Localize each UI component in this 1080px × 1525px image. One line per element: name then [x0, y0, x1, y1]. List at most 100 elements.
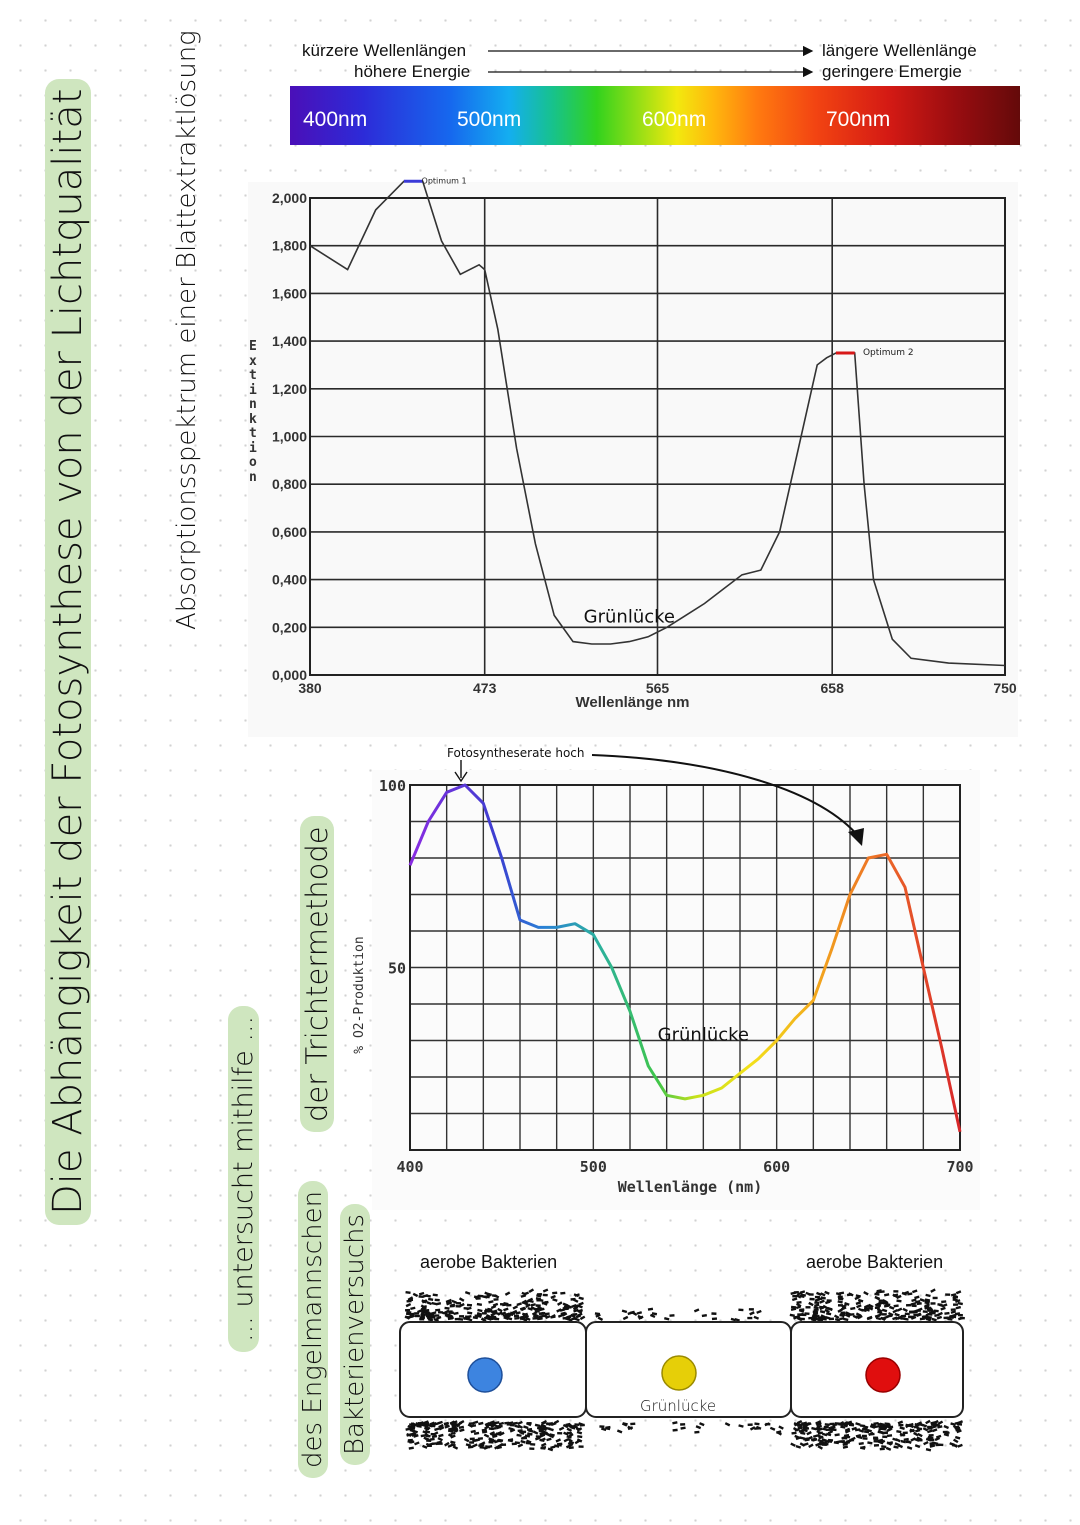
- bacterium: [813, 1306, 819, 1310]
- bacterium: [925, 1448, 932, 1452]
- bacterium: [503, 1307, 509, 1312]
- bacterium: [431, 1301, 437, 1306]
- bacterium: [814, 1295, 820, 1299]
- bacterium: [881, 1445, 887, 1449]
- chart2-x-axis-label: Wellenlänge (nm): [618, 1178, 763, 1196]
- energy-right-line1: längere Wellenlänge: [822, 41, 977, 60]
- bacterium: [885, 1446, 892, 1451]
- bacterium: [420, 1422, 426, 1427]
- bacterium: [412, 1292, 419, 1298]
- bacterium: [507, 1438, 514, 1442]
- bacterium: [900, 1433, 906, 1437]
- bacterium: [410, 1306, 416, 1311]
- bacterium: [824, 1290, 830, 1295]
- bacterium: [888, 1305, 895, 1310]
- bacterium: [540, 1437, 546, 1442]
- bacterium: [874, 1424, 880, 1429]
- bacterium: [414, 1441, 420, 1446]
- bacterium: [538, 1424, 544, 1429]
- bacterium: [430, 1311, 437, 1315]
- bacterium: [444, 1441, 450, 1447]
- bacterium: [574, 1293, 580, 1297]
- bacterium: [497, 1425, 503, 1428]
- bacterium: [894, 1312, 900, 1317]
- bacterium: [496, 1439, 503, 1443]
- bacterium: [769, 1426, 776, 1431]
- bacterium: [934, 1422, 941, 1428]
- chart1-plot-frame: [309, 197, 1006, 676]
- bacterium: [832, 1423, 838, 1427]
- bacterium: [566, 1427, 573, 1432]
- bacterium: [503, 1316, 509, 1321]
- bacterium: [954, 1425, 960, 1430]
- bacterium: [834, 1318, 841, 1322]
- bacterium: [803, 1442, 809, 1447]
- bacterium: [928, 1309, 934, 1312]
- bacterium: [664, 1317, 670, 1321]
- bacterium: [412, 1429, 419, 1434]
- bacterium: [905, 1423, 911, 1428]
- bacterium: [517, 1429, 523, 1433]
- bacterium: [527, 1432, 533, 1436]
- bacterium: [954, 1435, 961, 1440]
- bacterium: [938, 1443, 944, 1447]
- bacterium: [816, 1291, 822, 1296]
- bacterium: [882, 1435, 888, 1439]
- bacterium: [823, 1425, 829, 1429]
- bacterium: [414, 1314, 420, 1318]
- bacterium: [820, 1292, 826, 1297]
- bacterium: [456, 1301, 462, 1305]
- bacterium: [488, 1438, 495, 1442]
- bacterium: [444, 1309, 450, 1314]
- bacterium: [578, 1445, 584, 1448]
- bacterium: [649, 1313, 656, 1319]
- chart1-x-tick-label: 750: [993, 680, 1017, 696]
- bacterium: [502, 1314, 509, 1318]
- bacterium: [816, 1318, 822, 1322]
- bacterium: [511, 1309, 518, 1315]
- bacterium: [577, 1435, 583, 1439]
- bacterium: [500, 1311, 507, 1316]
- bacterium: [893, 1290, 899, 1293]
- bacterium: [896, 1299, 902, 1303]
- bacterium: [523, 1314, 529, 1319]
- bacterium: [509, 1428, 516, 1433]
- bacterium: [470, 1429, 476, 1434]
- bacterium: [819, 1310, 826, 1314]
- yellow-light-dot: [661, 1355, 697, 1391]
- bacterium: [557, 1313, 564, 1318]
- bacterium: [537, 1316, 543, 1320]
- chart2-fotosyntheserate-label: Fotosyntheserate hoch: [447, 746, 585, 760]
- bacterium: [907, 1315, 914, 1319]
- bacterium: [450, 1422, 457, 1425]
- chart2-o2-production-line: [408, 783, 962, 1133]
- bacterium: [484, 1421, 491, 1427]
- bacterium: [680, 1423, 686, 1426]
- bacterium: [888, 1425, 894, 1429]
- bacterium: [425, 1426, 431, 1432]
- bacterium: [892, 1437, 898, 1442]
- energy-arrows: [488, 45, 814, 78]
- bacterium: [552, 1291, 558, 1295]
- bacterium: [416, 1309, 423, 1314]
- bacterium: [929, 1444, 936, 1448]
- bacterium: [791, 1431, 797, 1435]
- bacterium: [869, 1424, 876, 1429]
- bacterium: [422, 1444, 428, 1449]
- bacterium: [506, 1303, 512, 1307]
- bacterium: [931, 1428, 938, 1433]
- bacterium: [630, 1422, 636, 1426]
- bacterium: [799, 1317, 805, 1321]
- bacterium: [492, 1434, 498, 1439]
- bacterium: [479, 1441, 486, 1446]
- bacterium: [834, 1433, 840, 1437]
- bacterium: [550, 1421, 557, 1426]
- bacterium: [467, 1445, 474, 1449]
- bacterium: [405, 1308, 411, 1312]
- bacterium: [798, 1312, 805, 1317]
- bacterium: [472, 1443, 478, 1448]
- spectrum-label-400: 400nm: [303, 108, 368, 131]
- bacterium: [474, 1314, 480, 1318]
- bacterium: [844, 1429, 851, 1434]
- bacterium: [841, 1303, 847, 1309]
